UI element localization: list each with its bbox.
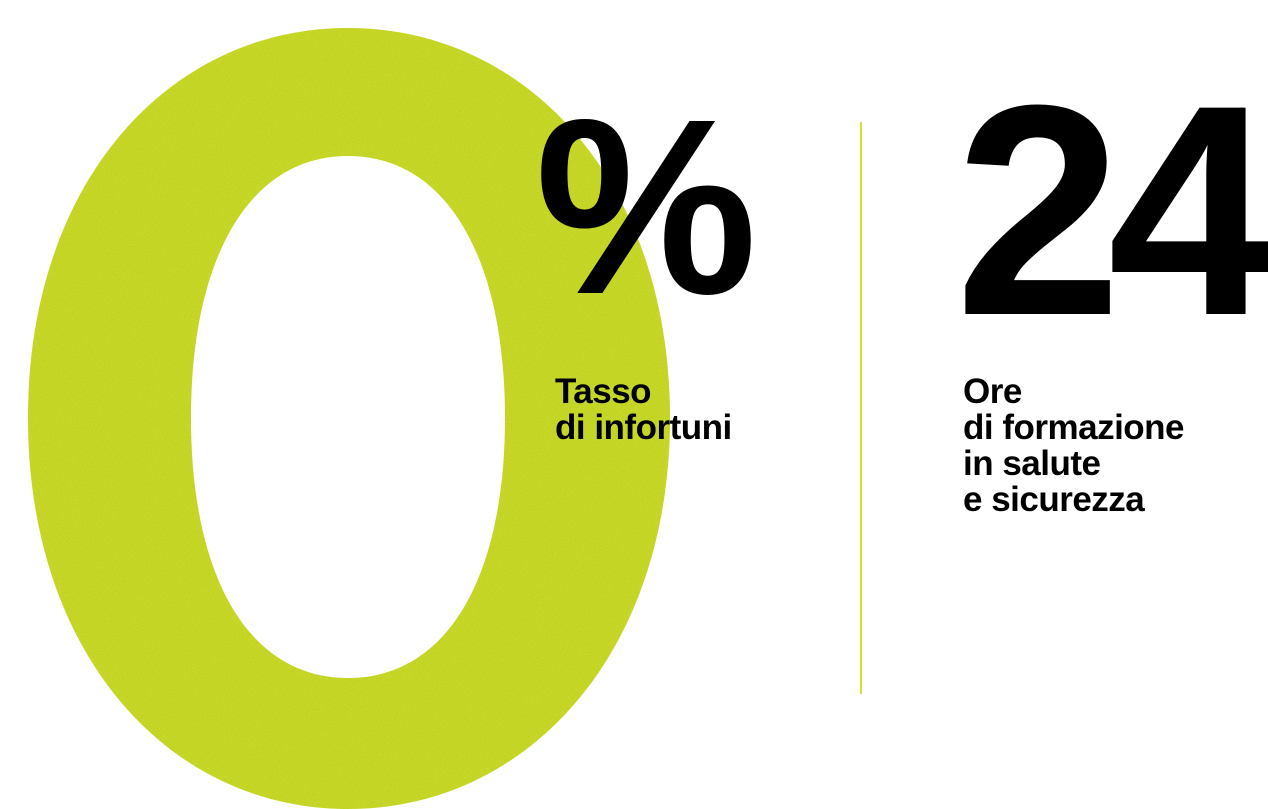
training-hours-label: Ore di formazione in salute e sicurezza [963,372,1185,519]
training-hours-number: 24 [955,42,1268,378]
label-line: Ore [963,372,1022,411]
big-zero-numeral [28,28,670,809]
percent-sign: % [535,67,757,346]
accident-rate-label: Tasso di infortuni [555,374,732,446]
label-line: di infortuni [555,408,732,447]
label-line: in salute [963,444,1101,483]
label-line: e sicurezza [963,480,1145,519]
vertical-divider [860,122,862,694]
stat-training-hours: 24 Ore di formazione in salute e sicurez… [880,0,1268,809]
stat-accident-rate: % Tasso di infortuni [28,28,757,809]
label-line: Tasso [555,372,652,411]
label-line: di formazione [963,408,1185,447]
